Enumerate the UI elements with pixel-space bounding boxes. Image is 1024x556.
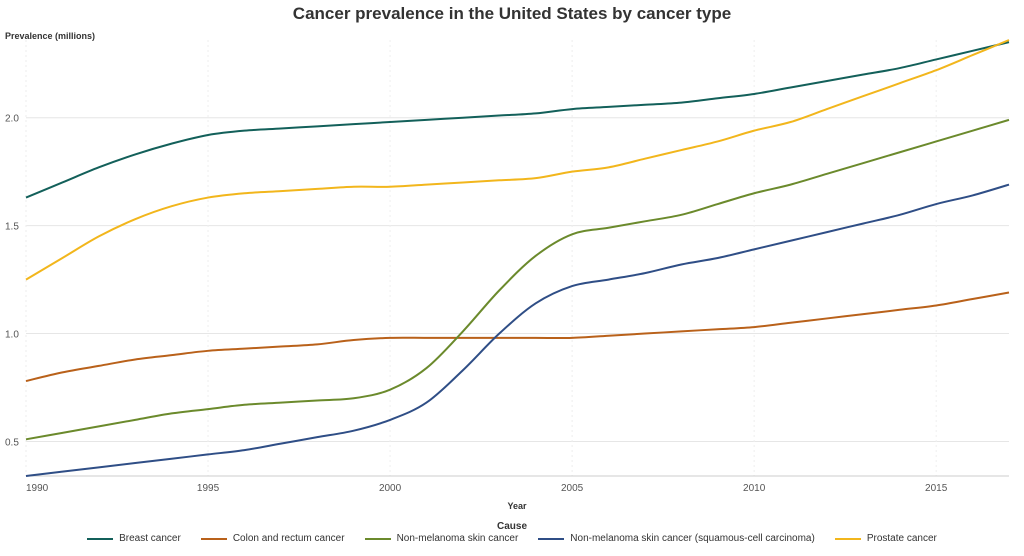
grid-lines <box>25 40 1009 476</box>
x-tick-label: 1995 <box>197 483 220 494</box>
y-tick-label: 2.0 <box>5 114 19 125</box>
legend: Breast cancer Colon and rectum cancer Non-… <box>0 533 1024 544</box>
legend-swatch <box>200 537 227 540</box>
series-line-2[interactable] <box>25 291 1010 383</box>
legend-item[interactable]: Colon and rectum cancer <box>200 533 345 544</box>
legend-title: Cause <box>496 521 527 532</box>
series-line-5[interactable] <box>25 39 1010 281</box>
series-line-1[interactable] <box>25 41 1010 199</box>
legend-label: Prostate cancer <box>866 533 937 544</box>
axes: 0.5 1.0 1.5 2.0 1990 1995 2000 2005 2010 2015 <box>5 114 1009 494</box>
series-line-3[interactable] <box>25 118 1010 441</box>
legend-swatch <box>87 537 114 540</box>
y-tick-label: 0.5 <box>5 437 19 448</box>
y-tick-label: 1.5 <box>5 222 19 233</box>
legend-label: Colon and rectum cancer <box>232 533 345 544</box>
legend-item[interactable]: Breast cancer <box>87 533 181 544</box>
legend-swatch <box>834 537 861 540</box>
legend-item[interactable]: Non-melanoma skin cancer (squamous-cell … <box>538 533 815 544</box>
legend-label: Non-melanoma skin cancer (squamous-cell … <box>570 533 815 544</box>
legend-swatch <box>364 537 391 540</box>
x-tick-label: 2000 <box>379 483 402 494</box>
legend-swatch <box>538 537 565 540</box>
chart-title: Cancer prevalence in the United States b… <box>292 4 732 23</box>
series-lines <box>25 39 1010 477</box>
line-chart: 0.5 1.0 1.5 2.0 1990 1995 2000 2005 2010 2015 Pre… <box>5 31 1010 511</box>
legend-item[interactable]: Prostate cancer <box>834 533 937 544</box>
legend-label: Breast cancer <box>119 533 181 544</box>
x-tick-label: 2010 <box>743 483 766 494</box>
legend-item[interactable]: Non-melanoma skin cancer <box>364 533 519 544</box>
y-axis-title: Prevalence (millions) <box>5 31 95 41</box>
x-tick-label: 2015 <box>925 483 948 494</box>
series-line-4[interactable] <box>25 183 1010 477</box>
x-tick-label: 2005 <box>561 483 584 494</box>
legend-label: Non-melanoma skin cancer <box>396 533 519 544</box>
x-axis-title: Year <box>507 501 527 511</box>
y-tick-label: 1.0 <box>5 330 19 341</box>
x-tick-label: 1990 <box>26 483 49 494</box>
